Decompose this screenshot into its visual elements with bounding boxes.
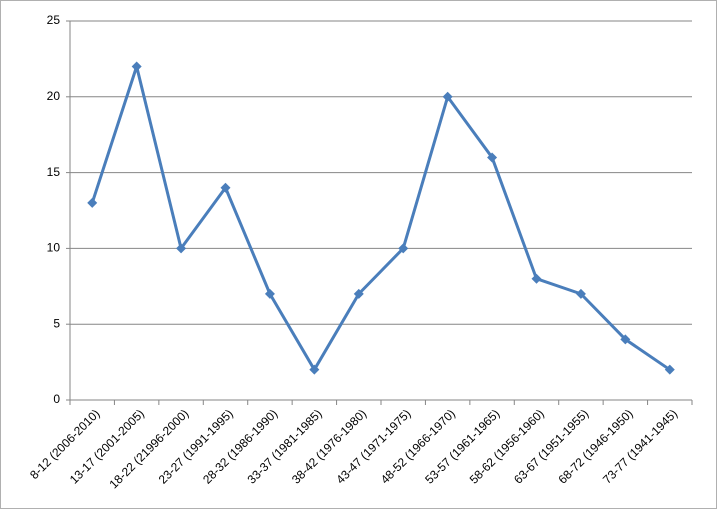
marker bbox=[176, 243, 187, 254]
marker bbox=[220, 182, 231, 193]
marker bbox=[487, 152, 498, 163]
marker bbox=[531, 273, 542, 284]
marker bbox=[442, 91, 453, 102]
y-tick-label: 0 bbox=[53, 392, 60, 406]
marker bbox=[398, 243, 409, 254]
marker bbox=[575, 288, 586, 299]
y-tick-label: 15 bbox=[47, 165, 61, 179]
marker bbox=[264, 288, 275, 299]
y-tick-label: 20 bbox=[47, 89, 61, 103]
marker bbox=[309, 364, 320, 375]
y-tick-label: 10 bbox=[47, 241, 61, 255]
marker bbox=[87, 197, 98, 208]
series-line bbox=[90, 64, 671, 372]
y-tick-label: 25 bbox=[47, 13, 61, 27]
marker bbox=[620, 334, 631, 345]
marker bbox=[353, 288, 364, 299]
marker bbox=[131, 61, 142, 72]
marker bbox=[664, 364, 675, 375]
chart-border bbox=[0, 0, 717, 509]
y-tick-label: 5 bbox=[53, 316, 60, 330]
